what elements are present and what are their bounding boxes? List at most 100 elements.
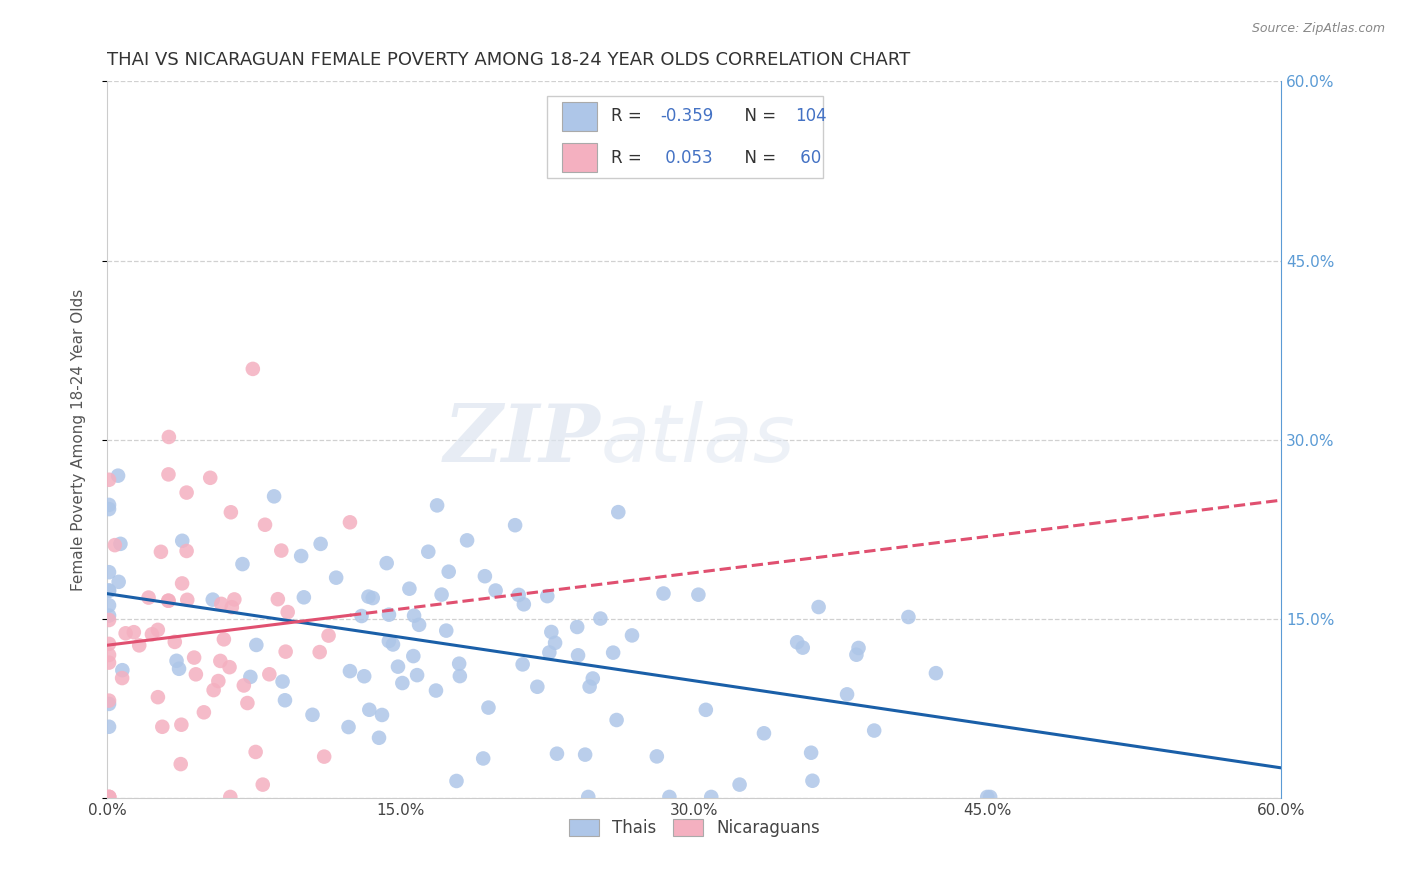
Point xyxy=(146,690,169,705)
Point xyxy=(314,749,336,764)
Point xyxy=(309,537,332,551)
Point xyxy=(98,613,121,627)
Point xyxy=(202,683,225,698)
Point xyxy=(848,640,870,655)
Text: 104: 104 xyxy=(796,107,827,125)
Point xyxy=(267,592,290,607)
Point xyxy=(157,467,180,482)
Point xyxy=(157,430,180,444)
Point xyxy=(274,693,297,707)
Point xyxy=(209,654,232,668)
Point xyxy=(270,543,292,558)
Text: Source: ZipAtlas.com: Source: ZipAtlas.com xyxy=(1251,22,1385,36)
Point xyxy=(157,593,180,607)
Point xyxy=(184,667,207,681)
Point xyxy=(387,659,409,673)
Point xyxy=(863,723,886,738)
Point xyxy=(176,544,198,558)
Point xyxy=(232,678,254,692)
Point xyxy=(292,591,315,605)
Point xyxy=(508,588,530,602)
Point xyxy=(897,610,920,624)
Point xyxy=(242,362,264,376)
Point xyxy=(359,703,381,717)
Point xyxy=(172,576,194,591)
Point xyxy=(98,583,121,598)
Point xyxy=(406,668,429,682)
Point xyxy=(114,626,136,640)
Point xyxy=(98,789,121,804)
Point xyxy=(98,498,121,512)
Point xyxy=(308,645,330,659)
Point xyxy=(606,713,628,727)
Point xyxy=(546,747,568,761)
Point xyxy=(786,635,808,649)
Point xyxy=(219,505,242,519)
Point xyxy=(582,672,605,686)
Point xyxy=(128,639,150,653)
Text: atlas: atlas xyxy=(600,401,794,479)
Point xyxy=(513,597,536,611)
Text: N =: N = xyxy=(734,107,782,125)
Point xyxy=(752,726,775,740)
Point xyxy=(378,607,401,622)
Point xyxy=(526,680,548,694)
Point xyxy=(98,608,121,623)
Point xyxy=(574,747,596,762)
Point xyxy=(456,533,478,548)
Y-axis label: Female Poverty Among 18-24 Year Olds: Female Poverty Among 18-24 Year Olds xyxy=(72,289,86,591)
Text: R =: R = xyxy=(610,148,647,167)
Point xyxy=(337,720,360,734)
Point xyxy=(201,592,224,607)
Point xyxy=(110,537,132,551)
Point xyxy=(98,720,121,734)
Point xyxy=(801,773,824,788)
Point xyxy=(536,589,558,603)
Text: R =: R = xyxy=(610,107,647,125)
Point xyxy=(111,671,134,685)
Point xyxy=(700,789,723,804)
Point xyxy=(111,663,134,677)
Point xyxy=(402,649,425,664)
Point xyxy=(652,586,675,600)
Point xyxy=(449,669,471,683)
Point xyxy=(434,624,457,638)
Point xyxy=(350,609,373,624)
Point xyxy=(224,592,246,607)
Point xyxy=(645,749,668,764)
Point xyxy=(540,625,562,640)
Point xyxy=(98,637,121,651)
Point xyxy=(658,789,681,804)
Point xyxy=(318,629,340,643)
Point xyxy=(274,645,297,659)
Point xyxy=(193,706,215,720)
Point xyxy=(807,600,830,615)
Point xyxy=(576,789,599,804)
Point xyxy=(245,638,267,652)
Point xyxy=(361,591,384,605)
Point xyxy=(835,687,858,701)
Point xyxy=(301,707,323,722)
Point xyxy=(512,657,534,672)
Point xyxy=(98,648,121,662)
Point xyxy=(979,789,1001,804)
Point xyxy=(98,565,121,579)
Point xyxy=(602,646,624,660)
Point xyxy=(183,650,205,665)
Point xyxy=(98,789,121,804)
Point xyxy=(589,611,612,625)
Text: -0.359: -0.359 xyxy=(661,107,713,125)
Point xyxy=(695,703,717,717)
Point xyxy=(544,636,567,650)
Point xyxy=(122,625,145,640)
Text: THAI VS NICARAGUAN FEMALE POVERTY AMONG 18-24 YEAR OLDS CORRELATION CHART: THAI VS NICARAGUAN FEMALE POVERTY AMONG … xyxy=(107,51,910,69)
Point xyxy=(245,745,267,759)
Text: N =: N = xyxy=(734,148,782,167)
Point xyxy=(368,731,391,745)
Point xyxy=(138,591,160,605)
Point xyxy=(157,593,180,607)
Point xyxy=(176,485,198,500)
Bar xyxy=(561,144,596,172)
Point xyxy=(239,670,262,684)
Point xyxy=(150,720,173,734)
